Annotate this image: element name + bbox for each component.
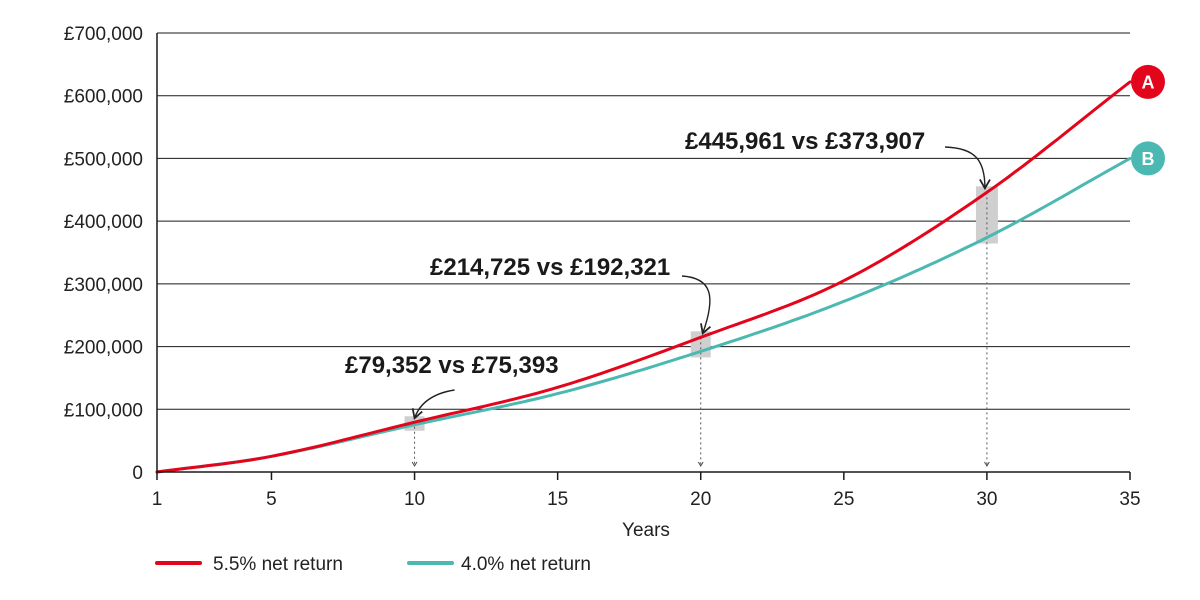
annotation-arrow	[681, 275, 712, 336]
annotation-arrow	[944, 146, 991, 191]
end-marker-circle	[1131, 141, 1165, 176]
end-marker-circle	[1131, 64, 1165, 99]
x-tick-label: 25	[833, 489, 854, 510]
end-marker-label: B	[1142, 149, 1155, 169]
annotation-label: £79,352 vs £75,393	[345, 352, 559, 379]
grid-layer	[157, 32, 1130, 410]
end-marker-label: A	[1142, 72, 1155, 92]
annotation-label: £214,725 vs £192,321	[430, 254, 670, 281]
y-tick-label: £100,000	[64, 400, 143, 421]
legend-item: 4.0% net return	[407, 554, 591, 575]
legend: 5.5% net return 4.0% net return	[155, 554, 591, 575]
x-tick-label: 35	[1119, 489, 1140, 510]
x-tick-label: 10	[404, 489, 425, 510]
x-axis-title: Years	[622, 520, 670, 541]
x-tick-label: 5	[266, 489, 277, 510]
series-lines: AB	[155, 64, 1165, 474]
y-tick-label: £500,000	[64, 149, 143, 170]
legend-item: 5.5% net return	[155, 554, 343, 575]
y-tick-label: 0	[132, 463, 143, 484]
axes: 0 £100,000 £200,000 £300,000 £400,000 £500,00…	[64, 24, 1141, 510]
x-tick-label: 15	[547, 489, 568, 510]
x-tick-label: 1	[152, 489, 163, 510]
annotation-label: £445,961 vs £373,907	[685, 128, 925, 155]
series-line-a	[155, 80, 1132, 474]
y-tick-label: £400,000	[64, 212, 143, 233]
drop-lines	[411, 192, 990, 467]
legend-label: 5.5% net return	[213, 554, 343, 575]
difference-band	[975, 186, 998, 244]
y-tick-label: £200,000	[64, 338, 143, 359]
y-tick-label: £700,000	[64, 24, 143, 45]
annotation-arrow	[411, 389, 455, 420]
legend-label: 4.0% net return	[461, 554, 591, 575]
end-marker-a: A	[1131, 64, 1165, 99]
y-tick-label: £300,000	[64, 275, 143, 296]
end-marker-b: B	[1131, 141, 1165, 176]
annotations: £79,352 vs £75,393 £214,725 vs £192,321 £4…	[345, 128, 991, 420]
x-tick-label: 20	[690, 489, 711, 510]
y-tick-label: £600,000	[64, 87, 143, 108]
x-tick-label: 30	[976, 489, 997, 510]
